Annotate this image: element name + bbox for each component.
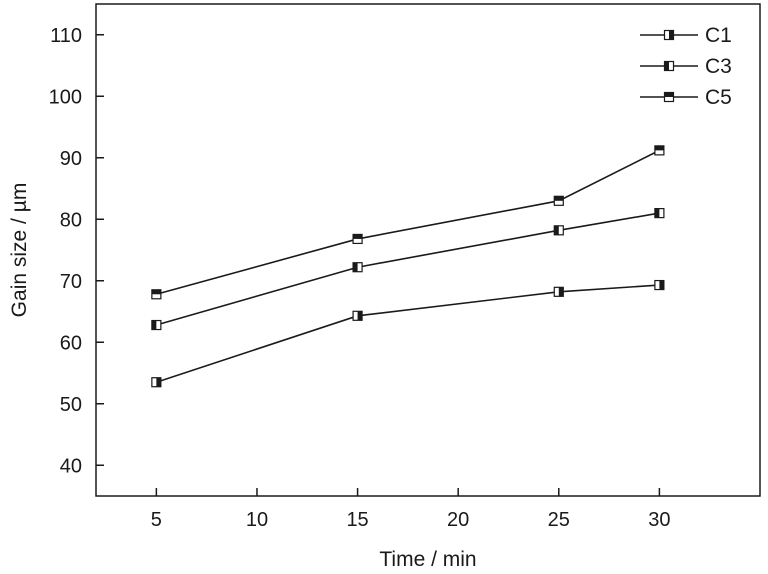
series-line-c3 [156, 212, 660, 326]
x-tick-label: 15 [346, 509, 368, 531]
legend-marker-c1 [663, 29, 675, 41]
y-tick-label: 90 [60, 148, 82, 170]
data-point-c5 [352, 233, 363, 245]
data-point-c5 [654, 145, 665, 156]
y-tick-label: 100 [49, 86, 82, 108]
y-tick-label: 50 [60, 394, 82, 416]
legend-label-c5: C5 [705, 86, 732, 109]
x-tick-label: 5 [151, 509, 162, 531]
legend-item-c3: C3 [640, 55, 732, 78]
series-layer [151, 145, 665, 388]
data-point-c3 [352, 262, 363, 273]
legend-label-c1: C1 [705, 24, 732, 47]
y-tick-label: 80 [60, 209, 82, 231]
data-point-c3 [553, 225, 564, 236]
legend-label-c3: C3 [705, 55, 732, 78]
data-point-c1 [151, 377, 162, 388]
y-axis: 40 50 60 70 80 90 100 110 [49, 25, 104, 477]
series-line-c1 [156, 284, 660, 383]
legend: C1 C3 C5 [640, 24, 732, 109]
series-c3 [151, 208, 665, 331]
legend-item-c1: C1 [640, 24, 732, 47]
y-tick-label: 70 [60, 271, 82, 293]
data-point-c5 [151, 289, 162, 300]
y-tick-label: 60 [60, 332, 82, 354]
data-point-c1 [352, 310, 363, 321]
x-tick-label: 30 [648, 509, 670, 531]
x-tick-label: 10 [246, 509, 268, 531]
y-axis-title: Gain size / µm [8, 183, 31, 318]
legend-marker-c5 [663, 91, 675, 103]
data-point-c3 [151, 319, 162, 331]
x-tick-label: 20 [447, 509, 469, 531]
series-c1 [151, 279, 665, 388]
data-point-c1 [553, 286, 564, 297]
data-point-c3 [654, 208, 665, 219]
legend-item-c5: C5 [640, 86, 732, 109]
plot-frame [95, 3, 761, 497]
x-axis: 5 10 15 20 25 30 [151, 488, 671, 531]
series-line-c5 [156, 149, 660, 296]
series-c5 [151, 145, 665, 300]
y-tick-label: 110 [50, 25, 82, 47]
x-axis-title: Time / min [379, 548, 476, 571]
data-point-c1 [654, 279, 665, 291]
x-tick-label: 25 [548, 509, 570, 531]
legend-marker-c3 [663, 60, 675, 72]
y-tick-label: 40 [60, 455, 82, 477]
data-point-c5 [553, 195, 564, 206]
